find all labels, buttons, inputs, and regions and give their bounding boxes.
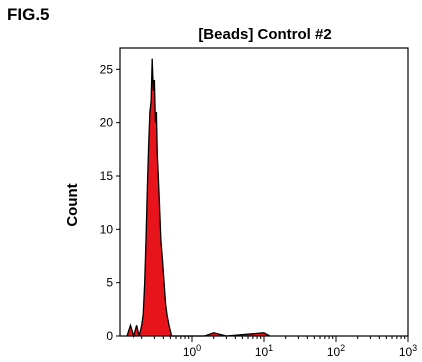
x-tick-label: 101 [255,343,273,359]
y-tick-label: 0 [106,329,113,343]
y-tick-label: 5 [106,276,113,290]
y-tick-label: 20 [100,116,114,130]
y-tick-label: 25 [100,62,114,76]
x-tick-label: 100 [183,343,201,359]
x-tick-label: 103 [399,343,417,359]
histogram-fill [127,58,270,336]
chart-title: [Beads] Control #2 [198,26,331,43]
y-axis-label: Count [64,183,81,226]
y-tick-label: 15 [100,169,114,183]
x-tick-label: 102 [327,343,345,359]
figure-label: FIG.5 [7,5,50,24]
y-tick-label: 10 [100,222,114,236]
